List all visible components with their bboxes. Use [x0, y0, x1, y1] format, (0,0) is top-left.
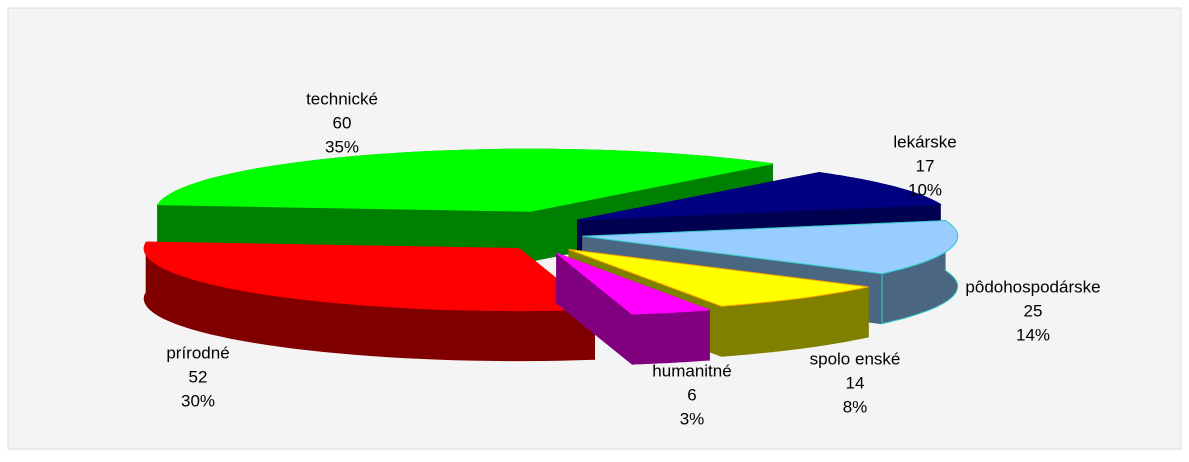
slice [156, 148, 773, 212]
slice-percent: 10% [908, 180, 942, 199]
slice-percent: 14% [1016, 325, 1050, 344]
slice [568, 249, 869, 307]
slice [577, 172, 942, 221]
slice-label: technické [306, 89, 378, 108]
slice-percent: 30% [181, 391, 215, 410]
slice-label: pôdohospodárske [965, 277, 1100, 296]
slice [582, 220, 959, 275]
slice-label: humanitné [652, 361, 731, 380]
slice-side [631, 309, 710, 365]
slice-label: prírodné [166, 343, 229, 362]
slice-value: 17 [916, 156, 935, 175]
slice [556, 252, 710, 315]
slice [143, 241, 596, 312]
slice-label: lekárske [893, 132, 956, 151]
slice-value: 25 [1024, 301, 1043, 320]
slice-value: 52 [189, 367, 208, 386]
slice-percent: 3% [680, 409, 705, 428]
slice-percent: 8% [843, 397, 868, 416]
slice-value: 60 [333, 113, 352, 132]
slice-label: spolo enské [810, 349, 901, 368]
slice-value: 6 [687, 385, 696, 404]
slice-percent: 35% [325, 137, 359, 156]
slice-value: 14 [846, 373, 865, 392]
